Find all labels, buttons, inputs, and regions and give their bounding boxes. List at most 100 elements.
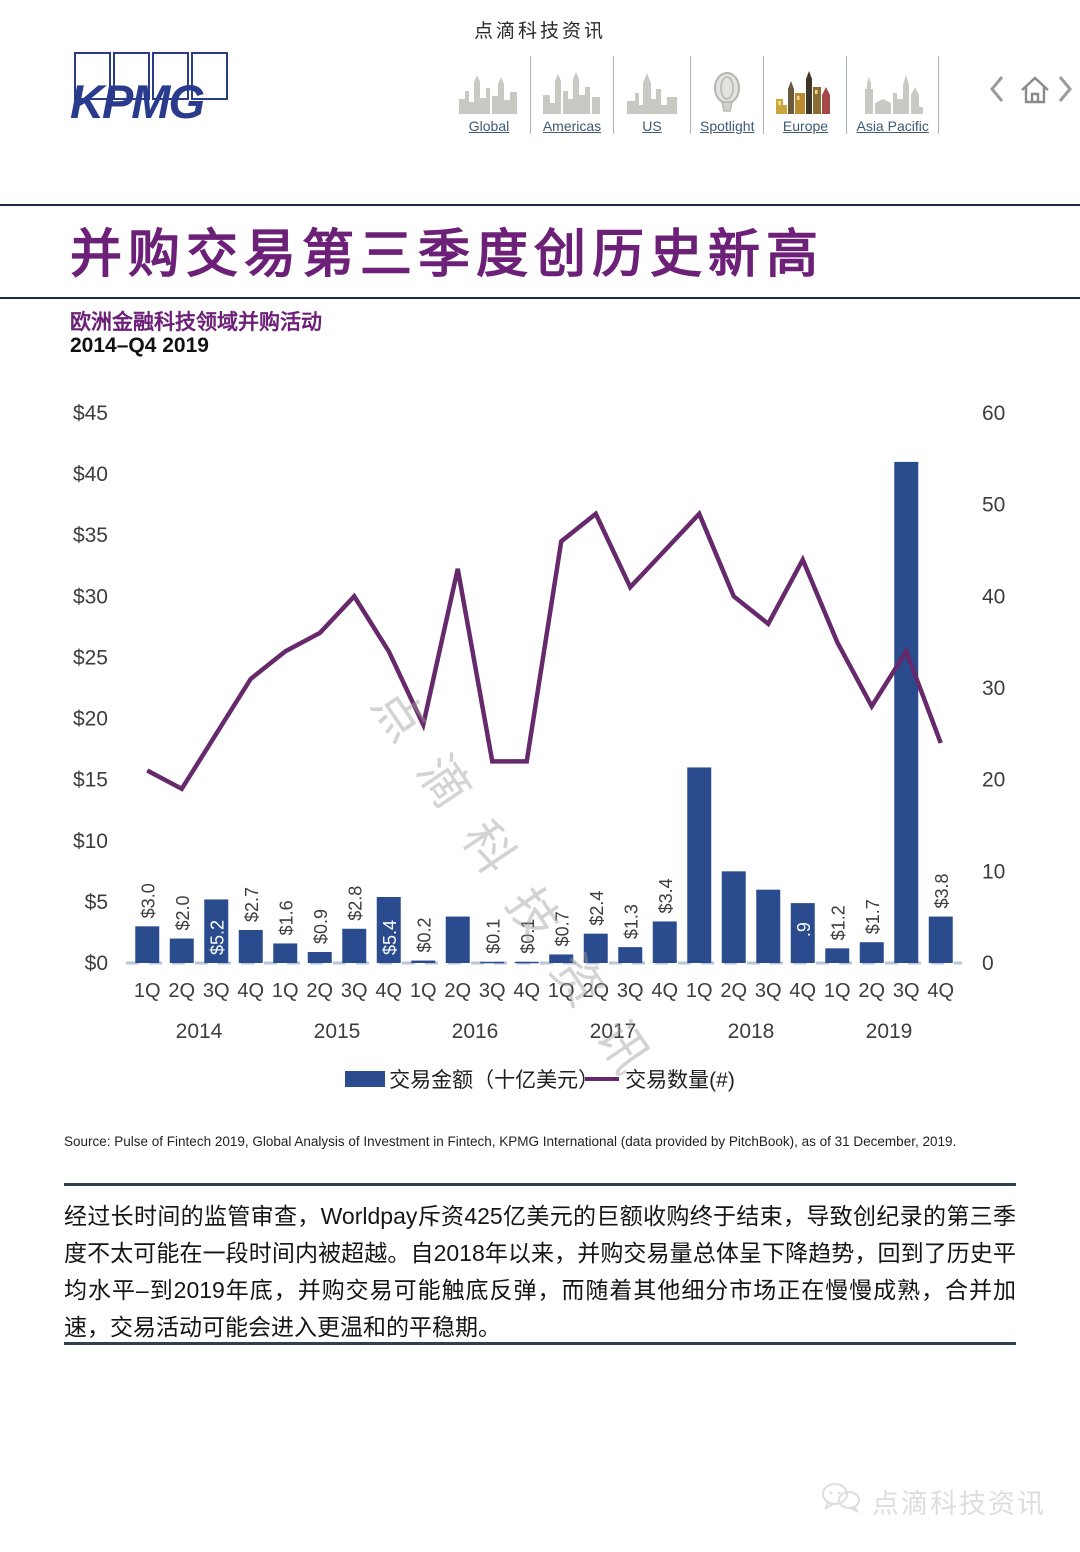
bar-value-label: $1.3	[621, 904, 641, 939]
nav-item-americas[interactable]: Americas	[531, 56, 614, 134]
kpmg-logo-box	[74, 52, 111, 100]
bar-value-label: $3.8	[932, 874, 952, 909]
bar-7	[342, 928, 367, 963]
x-axis-quarter-label: 4Q	[375, 980, 402, 1002]
next-arrow-icon[interactable]	[1052, 72, 1078, 106]
y-axis-left-tick: $35	[73, 524, 108, 547]
bar-value-label: $1.2	[828, 905, 848, 940]
legend-bar-label: 交易金额（十亿美元）	[389, 1069, 600, 1092]
region-nav: Global Americas US Spotlight Europe Asia…	[448, 56, 939, 134]
x-axis-quarter-label: 3Q	[341, 980, 368, 1002]
nav-item-europe[interactable]: Europe	[764, 56, 848, 134]
divider-below-body	[64, 1342, 1016, 1345]
divider-above-body	[64, 1183, 1016, 1186]
bar-10	[445, 916, 470, 963]
legend-bar-swatch	[345, 1071, 386, 1087]
bar-value-label: $5.4	[380, 920, 400, 955]
x-axis-quarter-label: 2Q	[582, 980, 609, 1002]
x-axis-year-label: 2016	[452, 1020, 499, 1043]
y-axis-left-tick: $45	[73, 402, 108, 425]
x-axis-quarter-label: 4Q	[513, 980, 540, 1002]
nav-item-label: Americas	[542, 118, 602, 134]
x-axis-quarter-label: 4Q	[789, 980, 816, 1002]
nav-item-spotlight[interactable]: Spotlight	[691, 56, 765, 134]
nav-item-us[interactable]: US	[614, 56, 691, 134]
bar-16	[652, 921, 677, 963]
y-axis-left-tick: $10	[73, 830, 108, 853]
chart-canvas: $0 $5 $10 $15 $20 $25 $30 $35 $40 $45 0 10 20 30 40 50 6…	[73, 402, 1005, 1043]
x-axis-quarter-label: 1Q	[134, 980, 161, 1002]
kpmg-logo-box	[113, 52, 150, 100]
bar-2	[169, 938, 194, 963]
body-paragraph: 经过长时间的监管审查，Worldpay斥资425亿美元的巨额收购终于结束，导致创…	[64, 1203, 1016, 1340]
y-axis-left-tick: $15	[73, 769, 108, 792]
y-axis-right-tick: 0	[982, 952, 994, 975]
deal-count-line	[146, 509, 943, 792]
x-axis-quarter-label: 2Q	[858, 980, 885, 1002]
x-axis-quarter-label: 1Q	[686, 980, 713, 1002]
bar-20	[790, 903, 815, 963]
chart-period: 2014–Q4 2019	[70, 334, 209, 357]
x-axis-quarter-label: 1Q	[272, 980, 299, 1002]
x-axis-quarter-label: 1Q	[824, 980, 851, 1002]
bar-value-label: $0.2	[414, 918, 434, 953]
x-axis-quarter-label: 4Q	[237, 980, 264, 1002]
x-axis-year-label: 2014	[176, 1020, 223, 1043]
y-axis-right-tick: 10	[982, 860, 1005, 883]
y-axis-right-tick: 50	[982, 494, 1005, 517]
bar-value-label: $0.7	[552, 911, 572, 946]
y-axis-left-tick: $0	[85, 952, 108, 975]
y-axis-right-tick: 40	[982, 585, 1005, 608]
x-axis-quarter-label: 4Q	[651, 980, 678, 1002]
nav-item-label: US	[642, 118, 662, 134]
x-axis-quarter-label: 2Q	[444, 980, 471, 1002]
nav-item-global[interactable]: Global	[448, 56, 531, 134]
legend-line-swatch	[585, 1077, 620, 1081]
prev-arrow-icon[interactable]	[984, 72, 1010, 106]
x-axis-quarter-label: 3Q	[479, 980, 506, 1002]
source-note: Source: Pulse of Fintech 2019, Global An…	[64, 1134, 957, 1149]
y-axis-left-tick: $25	[73, 646, 108, 669]
bar-14	[583, 933, 608, 963]
pager	[984, 72, 1078, 106]
kpmg-logo-box	[191, 52, 228, 100]
bar-value-label: $2.4	[587, 891, 607, 926]
nav-item-label: Asia Pacific	[856, 118, 929, 134]
bar-value-label: $0.1	[518, 919, 538, 954]
bar-8	[376, 897, 401, 963]
spotlight-icon	[702, 67, 752, 115]
divider-under-title	[0, 297, 1080, 299]
nav-item-asia-pacific[interactable]: Asia Pacific	[847, 56, 939, 134]
bar-23	[894, 461, 919, 963]
nav-item-label: Spotlight	[700, 118, 755, 134]
kpmg-logo-text: KPMG	[70, 75, 205, 128]
legend-line-label: 交易数量(#)	[625, 1069, 735, 1092]
x-axis-quarter-label: 2Q	[306, 980, 333, 1002]
y-axis-left-tick: $40	[73, 463, 108, 486]
x-axis-quarter-label: 2Q	[720, 980, 747, 1002]
bar-value-label: $0.1	[483, 919, 503, 954]
nav-item-label: Global	[468, 118, 510, 134]
y-axis-right-tick: 30	[982, 677, 1005, 700]
bar-value-label: $5.2	[207, 920, 227, 955]
kpmg-logo: KPMG	[70, 52, 230, 128]
bar-value-label: $1.7	[863, 899, 883, 934]
kpmg-logo-box	[152, 52, 189, 100]
bar-value-label: $2.0	[173, 896, 193, 931]
x-axis-quarter-label: 3Q	[893, 980, 920, 1002]
home-icon[interactable]	[1018, 72, 1049, 106]
skyline-us-icon	[623, 67, 681, 115]
bar-9	[411, 960, 436, 963]
bar-15	[618, 947, 643, 963]
x-axis-year-label: 2019	[866, 1020, 913, 1043]
bar-5	[273, 943, 298, 963]
bar-19	[756, 889, 781, 963]
bar-11	[480, 961, 505, 964]
chart-legend: 交易金额（十亿美元） 交易数量(#)	[0, 1064, 1080, 1094]
divider-top	[0, 204, 1080, 206]
bar-3	[204, 899, 229, 963]
bar-value-label: $3.0	[138, 883, 158, 918]
x-axis-quarter-label: 4Q	[927, 980, 954, 1002]
y-axis-right-tick: 20	[982, 769, 1005, 792]
x-axis-quarter-label: 1Q	[548, 980, 575, 1002]
